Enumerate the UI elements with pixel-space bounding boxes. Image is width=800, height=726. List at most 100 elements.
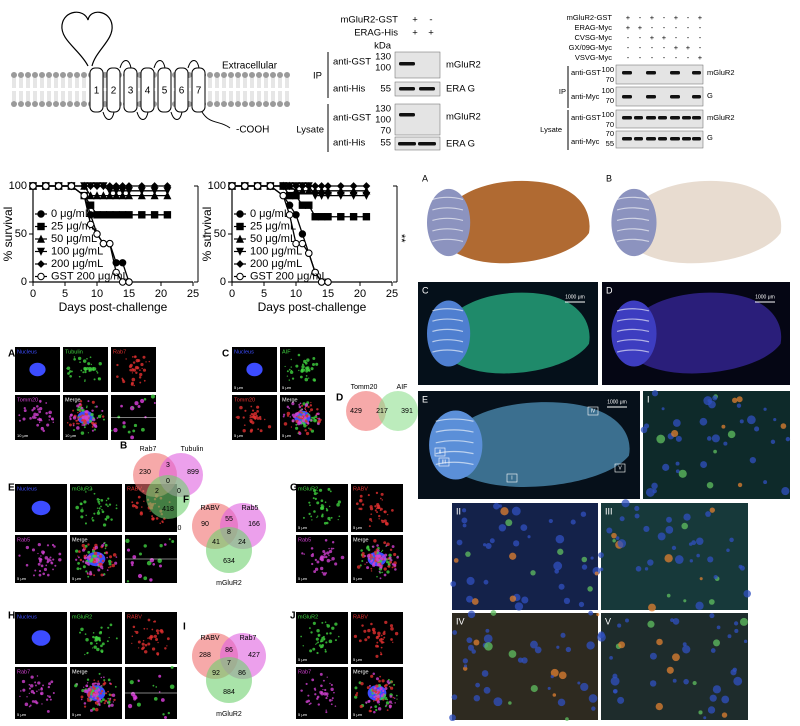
signal [370, 674, 374, 678]
signal [93, 492, 96, 495]
signal [249, 414, 252, 417]
signal [101, 567, 104, 570]
survival-point [105, 191, 114, 200]
cell [597, 632, 606, 642]
signal [162, 521, 164, 524]
signal [18, 414, 21, 417]
signal [101, 510, 105, 514]
signal [387, 565, 391, 568]
signal [75, 419, 78, 422]
signal [316, 642, 318, 644]
signal [45, 698, 49, 701]
signal [380, 550, 383, 553]
band [682, 116, 691, 120]
cell [452, 630, 458, 635]
panel-letter: IV [456, 616, 465, 626]
signal [311, 678, 315, 682]
signal [390, 638, 393, 641]
survival-point [150, 182, 159, 190]
signal [91, 682, 95, 686]
signal [325, 507, 328, 510]
condition-sign: - [699, 43, 702, 52]
signal [373, 557, 375, 559]
signal [44, 556, 49, 560]
cell [483, 686, 491, 694]
signal [324, 539, 328, 542]
cell [709, 613, 715, 619]
signal [40, 687, 43, 690]
condition-label: GX/09G-Myc [569, 43, 613, 52]
helix-number: 1 [94, 86, 100, 97]
signal [328, 505, 331, 508]
signal [333, 691, 335, 694]
set-count: 86 [238, 670, 246, 677]
signal [374, 705, 378, 709]
signal [383, 630, 386, 633]
signal [137, 679, 140, 683]
band [622, 95, 632, 99]
signal [120, 404, 123, 408]
signal [375, 644, 379, 648]
signal [97, 568, 101, 572]
signal [396, 556, 399, 559]
signal [86, 682, 89, 684]
signal [389, 694, 393, 698]
signal [151, 517, 155, 521]
antibody-label: anti-GST [571, 113, 601, 122]
signal [81, 424, 84, 426]
signal [87, 400, 90, 403]
signal [364, 563, 366, 565]
lipid-head [263, 72, 269, 78]
band [634, 116, 643, 120]
signal [378, 679, 381, 683]
signal [80, 627, 84, 632]
target-label: mGluR2 [446, 112, 481, 123]
signal [308, 627, 311, 629]
lipid-head [221, 72, 227, 78]
signal [374, 509, 377, 512]
signal [385, 701, 390, 705]
signal [127, 703, 133, 709]
signal [396, 698, 398, 700]
signal [135, 371, 138, 374]
terminus-label: -COOH [236, 125, 269, 136]
survival-point [67, 182, 76, 190]
channel-label: Merge [72, 537, 88, 543]
signal [380, 651, 382, 654]
cell [563, 597, 571, 605]
signal [88, 555, 91, 558]
cell [613, 688, 618, 694]
signal [82, 371, 85, 374]
x-tick-label: 20 [155, 288, 167, 300]
signal [135, 630, 139, 634]
signal [380, 519, 383, 522]
signal [109, 555, 113, 559]
signal [90, 412, 94, 417]
signal [78, 402, 82, 406]
kda-label: kDa [374, 41, 392, 52]
signal [35, 684, 37, 687]
signal [88, 370, 91, 372]
survival-point [29, 182, 37, 190]
cell [498, 504, 502, 508]
significance-label: ** [395, 234, 407, 243]
signal [377, 707, 382, 711]
signal [389, 560, 393, 564]
signal [372, 672, 376, 676]
signal [94, 422, 97, 425]
set-count: 24 [238, 539, 246, 546]
panel-letter: C [222, 349, 229, 360]
signal [115, 504, 118, 506]
signal [23, 406, 26, 410]
signal [113, 427, 118, 433]
signal [42, 429, 46, 433]
helix [140, 67, 155, 113]
cell [709, 694, 717, 702]
condition-sign: - [639, 33, 642, 42]
signal [387, 682, 390, 685]
survival-point [279, 191, 287, 200]
signal [38, 418, 42, 422]
signal [305, 431, 310, 436]
signal [46, 423, 50, 427]
signal [143, 576, 148, 581]
